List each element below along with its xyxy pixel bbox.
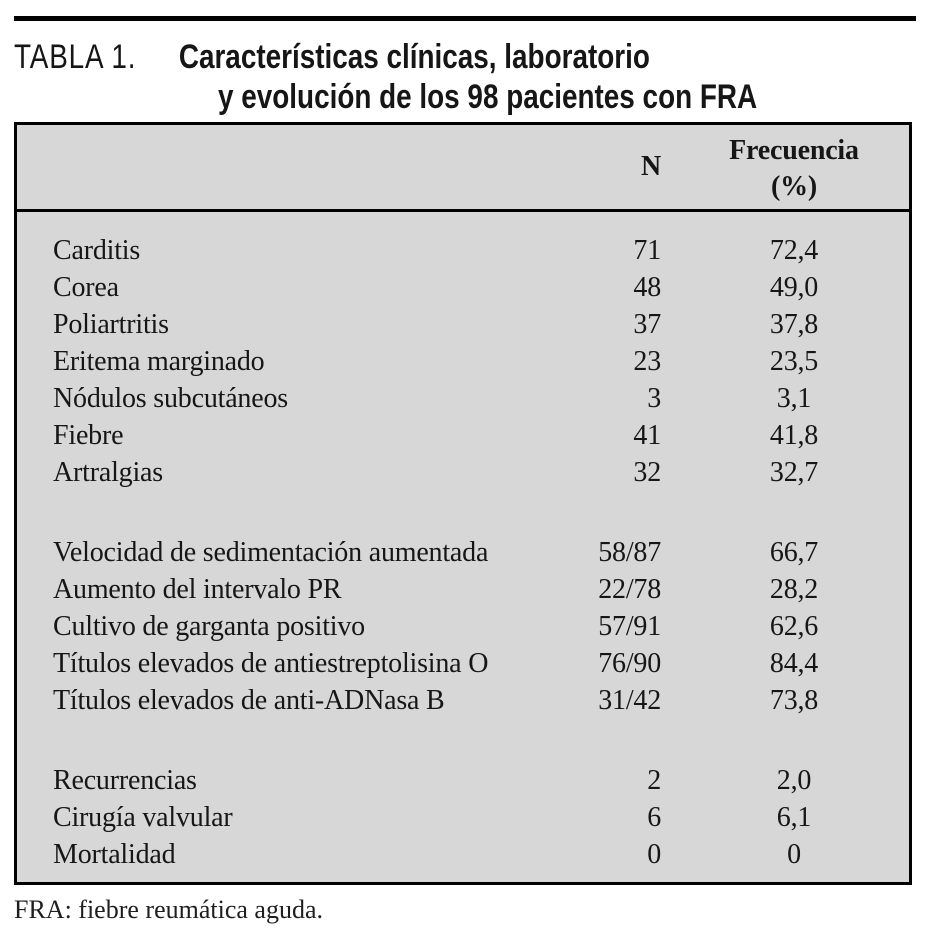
table-row-artralgias: Artralgias 32 32,7 (17, 454, 909, 491)
row-freq-value: 28,2 (769, 573, 819, 605)
row-freq-value: 62,6 (769, 610, 819, 642)
table-row-antiestreptolisina-o: Títulos elevados de antiestreptolisina O… (17, 645, 909, 682)
row-freq-value: 41,8 (769, 419, 819, 451)
row-label: Nódulos subcutáneos (53, 382, 288, 414)
row-label: Títulos elevados de anti-ADNasa B (53, 684, 445, 716)
row-freq-value: 0 (787, 838, 801, 870)
data-table: N Frecuencia (%) Carditis 71 72,4 Corea … (14, 122, 912, 885)
row-label: Cirugía valvular (53, 801, 233, 833)
row-freq-value: 6,1 (776, 801, 812, 833)
row-freq-value: 32,7 (769, 456, 819, 488)
title-text-line1: Características clínicas, laboratorio (178, 38, 650, 76)
row-n-value: 57/91 (598, 610, 661, 642)
row-freq-value: 3,1 (776, 382, 812, 414)
row-label: Cultivo de garganta positivo (53, 610, 365, 642)
table-row-anti-adnasa-b: Títulos elevados de anti-ADNasa B 31/42 … (17, 682, 909, 719)
row-label: Recurrencias (53, 764, 197, 796)
row-n-value: 23 (633, 345, 661, 377)
row-label: Corea (53, 271, 119, 303)
table-row-cultivo-garganta: Cultivo de garganta positivo 57/91 62,6 (17, 608, 909, 645)
table-row-intervalo-pr: Aumento del intervalo PR 22/78 28,2 (17, 571, 909, 608)
row-label: Artralgias (53, 456, 163, 488)
row-freq-value: 37,8 (769, 308, 819, 340)
table-row-nodulos-subcutaneos: Nódulos subcutáneos 3 3,1 (17, 380, 909, 417)
column-header-n: N (640, 151, 661, 182)
title-text-line2: y evolución de los 98 pacientes con FRA (218, 78, 758, 116)
section-gap (17, 719, 909, 762)
table-row-poliartritis: Poliartritis 37 37,8 (17, 306, 909, 343)
row-n-value: 37 (633, 308, 661, 340)
row-freq-value: 49,0 (769, 271, 819, 303)
title-rule (14, 16, 916, 21)
table-header-row: N Frecuencia (%) (17, 125, 909, 212)
table-body: Carditis 71 72,4 Corea 48 49,0 Poliartri… (17, 212, 909, 882)
row-n-value: 41 (633, 419, 661, 451)
row-label: Velocidad de sedimentación aumentada (53, 536, 489, 568)
row-n-value: 58/87 (598, 536, 661, 568)
row-freq-value: 23,5 (769, 345, 819, 377)
column-header-frecuencia: Frecuencia (%) (679, 129, 909, 205)
row-n-value: 3 (647, 382, 661, 414)
row-freq-value: 66,7 (769, 536, 819, 568)
header-frecuencia-line1: Frecuencia (729, 135, 859, 166)
row-n-value: 2 (647, 764, 661, 796)
row-freq-value: 73,8 (769, 684, 819, 716)
row-n-value: 6 (647, 801, 661, 833)
table-row-carditis: Carditis 71 72,4 (17, 232, 909, 269)
row-n-value: 0 (647, 838, 661, 870)
title-line-1: TABLA 1. Características clínicas, labora… (14, 37, 765, 77)
row-label: Mortalidad (53, 838, 176, 870)
row-label: Eritema marginado (53, 345, 265, 377)
row-label: Aumento del intervalo PR (53, 573, 342, 605)
row-n-value: 22/78 (598, 573, 661, 605)
row-label: Fiebre (53, 419, 124, 451)
footnote: FRA: fiebre reumática aguda. (14, 895, 323, 924)
table-number-label: TABLA 1. (14, 38, 137, 76)
table-row-fiebre: Fiebre 41 41,8 (17, 417, 909, 454)
table-row-velocidad-sedimentacion: Velocidad de sedimentación aumentada 58/… (17, 534, 909, 571)
row-n-value: 31/42 (598, 684, 661, 716)
row-freq-value: 84,4 (769, 647, 819, 679)
row-freq-value: 2,0 (776, 764, 812, 796)
row-label: Títulos elevados de antiestreptolisina O (53, 647, 489, 679)
section-gap (17, 491, 909, 534)
row-label: Carditis (53, 234, 141, 266)
row-freq-value: 72,4 (769, 234, 819, 266)
table-row-recurrencias: Recurrencias 2 2,0 (17, 762, 909, 799)
table-row-corea: Corea 48 49,0 (17, 269, 909, 306)
row-label: Poliartritis (53, 308, 169, 340)
row-n-value: 76/90 (598, 647, 661, 679)
table-row-mortalidad: Mortalidad 0 0 (17, 836, 909, 873)
table-row-eritema-marginado: Eritema marginado 23 23,5 (17, 343, 909, 380)
table-title: TABLA 1. Características clínicas, labora… (0, 37, 930, 117)
row-n-value: 32 (633, 456, 661, 488)
header-frecuencia-line2: (%) (770, 171, 818, 202)
row-n-value: 48 (633, 271, 661, 303)
row-n-value: 71 (633, 234, 661, 266)
table-row-cirugia-valvular: Cirugía valvular 6 6,1 (17, 799, 909, 836)
